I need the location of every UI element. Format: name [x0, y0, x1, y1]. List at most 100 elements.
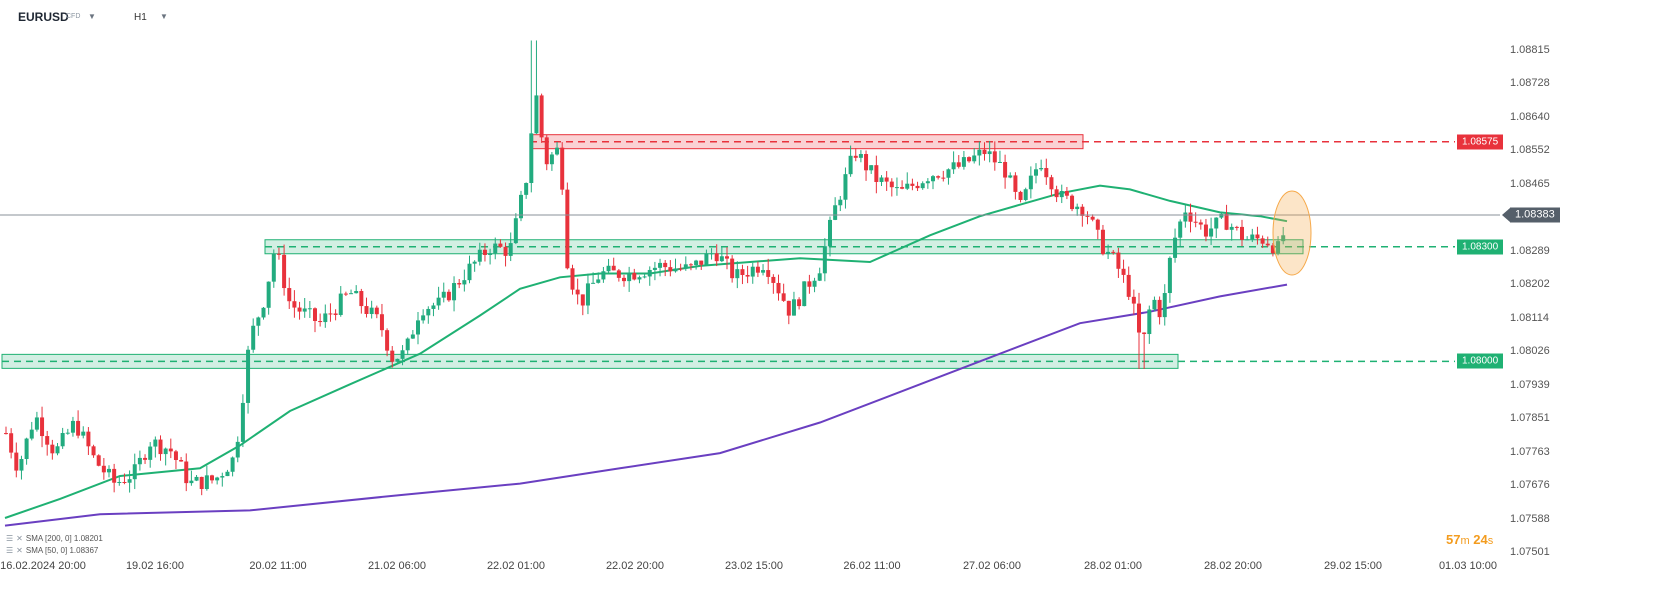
candle — [235, 436, 240, 463]
candle — [143, 454, 148, 464]
legend-settings-icon[interactable]: ☰ — [6, 534, 14, 543]
legend-settings-icon[interactable]: ☰ — [6, 546, 14, 555]
candle — [596, 272, 601, 284]
candle — [699, 260, 704, 270]
candle — [750, 262, 755, 284]
candle — [786, 300, 791, 325]
current-price-tag: 1.08383 — [1510, 207, 1560, 223]
candle — [843, 167, 848, 209]
candle — [1100, 224, 1105, 256]
candle — [513, 213, 518, 245]
candle — [864, 150, 869, 181]
candle — [137, 450, 142, 471]
candlesticks — [4, 40, 1286, 496]
candle — [328, 303, 333, 322]
candle — [482, 243, 487, 262]
candle — [1234, 225, 1239, 231]
legend-sma50[interactable]: ☰ ✕ SMA [50, 0] 1.08367 — [6, 546, 98, 555]
candle — [915, 181, 920, 192]
support-price-tag-2: 1.08000 — [1457, 353, 1504, 369]
highlight-ellipse — [1272, 190, 1312, 276]
candle — [45, 430, 50, 456]
candle — [220, 472, 225, 487]
candle — [977, 141, 982, 166]
candle — [694, 259, 699, 270]
candle — [179, 456, 184, 462]
candle — [534, 40, 539, 134]
candle — [1106, 244, 1111, 260]
legend-close-icon[interactable]: ✕ — [16, 546, 23, 555]
price-tick-label: 1.08552 — [1510, 144, 1550, 157]
candle — [452, 276, 457, 312]
candle — [354, 285, 359, 294]
price-tick-label: 1.08114 — [1510, 311, 1549, 324]
candle — [848, 145, 853, 177]
candle — [781, 283, 786, 302]
candle — [318, 313, 323, 327]
timeframe-selector[interactable]: H1 — [134, 12, 147, 23]
candle — [436, 286, 441, 310]
candle — [761, 264, 766, 276]
candle — [400, 345, 405, 366]
candle — [153, 436, 158, 458]
candle — [416, 312, 420, 345]
price-tick-label: 1.07501 — [1510, 546, 1550, 558]
candle — [1147, 305, 1152, 344]
candle — [616, 268, 621, 282]
candle — [766, 258, 771, 285]
candle — [1121, 259, 1126, 283]
candle — [1003, 154, 1008, 189]
candle — [524, 182, 529, 199]
symbol-dropdown-icon[interactable]: ▼ — [88, 12, 96, 21]
candle — [1059, 184, 1064, 204]
timer-minutes-unit: m — [1460, 535, 1470, 547]
time-tick-label: 28.02 01:00 — [1083, 560, 1143, 572]
candle — [462, 269, 467, 292]
timer-seconds: 24 — [1473, 532, 1488, 547]
candle — [725, 247, 729, 270]
candle — [493, 237, 498, 260]
candle — [678, 263, 683, 272]
candle — [158, 435, 163, 461]
candle — [266, 281, 271, 315]
candle — [812, 277, 817, 293]
candle — [405, 337, 410, 355]
candle — [997, 150, 1002, 163]
legend-sma200[interactable]: ☰ ✕ SMA [200, 0] 1.08201 — [6, 534, 103, 543]
candle — [894, 177, 899, 196]
candle — [91, 444, 96, 458]
candle — [1188, 203, 1193, 233]
candle — [755, 261, 760, 278]
candle — [338, 286, 343, 317]
resistance-price-tag: 1.08575 — [1457, 134, 1504, 150]
candle — [395, 358, 400, 363]
candle — [225, 469, 230, 477]
candle — [838, 195, 843, 212]
candle — [961, 151, 966, 170]
candle — [477, 242, 482, 266]
candle — [858, 150, 863, 163]
candle — [112, 463, 117, 493]
timeframe-dropdown-icon[interactable]: ▼ — [160, 12, 168, 21]
legend-close-icon[interactable]: ✕ — [16, 534, 23, 543]
price-tick-label: 1.08640 — [1510, 110, 1550, 123]
candle — [184, 453, 189, 492]
candle — [652, 261, 657, 281]
candle — [910, 178, 915, 191]
candle — [807, 274, 812, 294]
candle — [117, 476, 122, 486]
candle — [1167, 256, 1172, 303]
candle-countdown: 57m 24s — [1446, 532, 1493, 547]
price-tick-label: 1.07588 — [1510, 512, 1550, 525]
candle — [920, 181, 925, 190]
candle — [658, 258, 663, 277]
candle — [1028, 166, 1033, 199]
candle — [802, 281, 807, 307]
candle — [956, 155, 961, 169]
candle — [1265, 236, 1270, 248]
symbol-name[interactable]: EURUSD — [18, 10, 69, 24]
candle — [256, 316, 261, 336]
candle — [1250, 228, 1255, 243]
timer-seconds-unit: s — [1487, 535, 1494, 547]
